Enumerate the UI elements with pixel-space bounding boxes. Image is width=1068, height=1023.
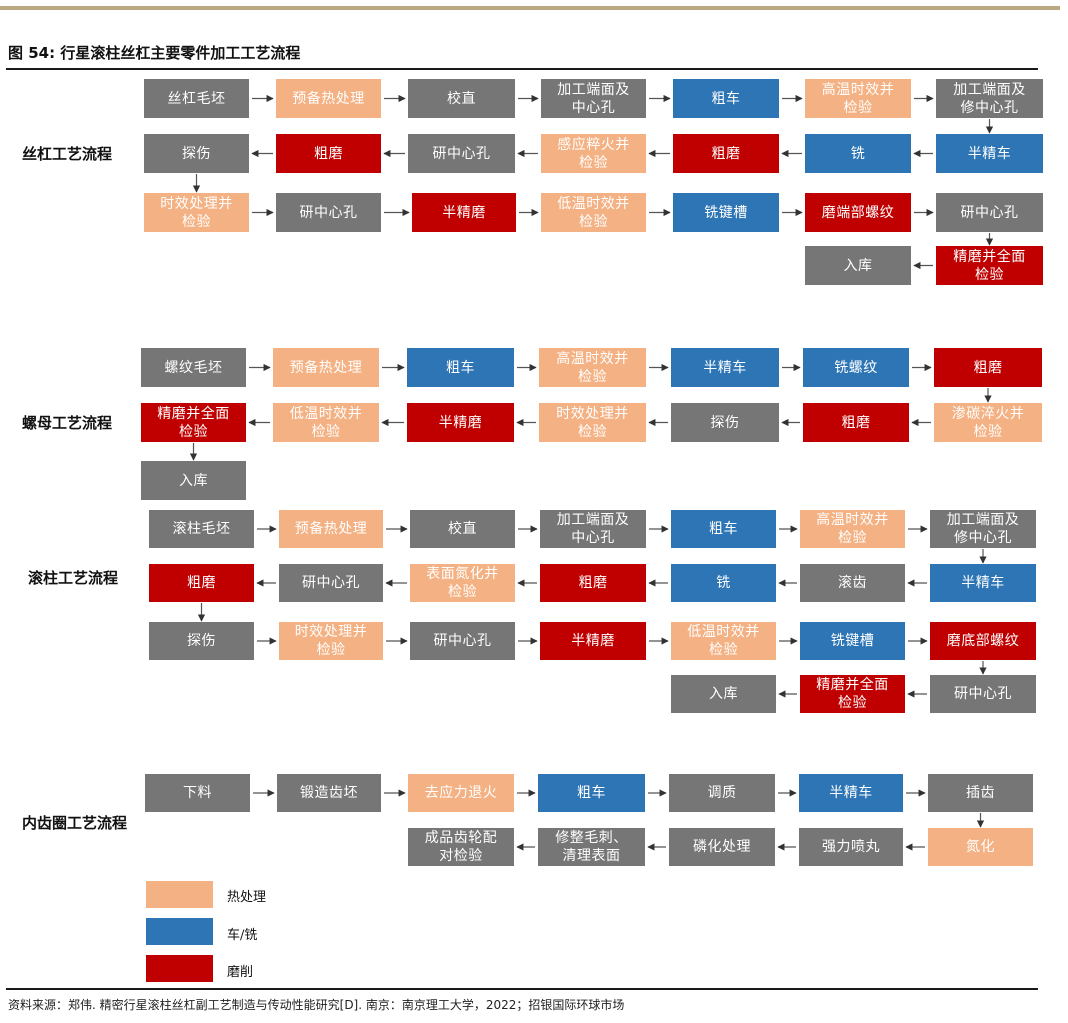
legend-swatch-grind xyxy=(146,955,213,982)
screw-step-2: 预备热处理 xyxy=(276,79,381,118)
legend-swatch-heat xyxy=(146,881,213,908)
roller-step-20: 铣键槽 xyxy=(800,622,905,660)
nut-step-1: 螺纹毛坯 xyxy=(141,348,246,387)
screw-step-7: 加工端面及 修中心孔 xyxy=(936,79,1043,118)
ring-step-11: 修整毛刺、 清理表面 xyxy=(538,828,645,866)
screw-step-1: 丝杠毛坯 xyxy=(144,79,249,118)
nut-step-4: 高温时效并 检验 xyxy=(539,348,646,387)
roller-step-22: 研中心孔 xyxy=(930,675,1036,713)
roller-step-18: 半精磨 xyxy=(540,622,646,660)
roller-step-23: 精磨并全面 检验 xyxy=(800,675,905,713)
roller-step-1: 滚柱毛坯 xyxy=(149,510,254,548)
ring-step-3: 去应力退火 xyxy=(408,774,514,812)
screw-step-15: 时效处理并 检验 xyxy=(144,193,249,232)
screw-step-20: 磨端部螺纹 xyxy=(805,193,911,232)
ring-step-2: 锻造齿坯 xyxy=(277,774,381,812)
screw-step-4: 加工端面及 中心孔 xyxy=(541,79,646,118)
nut-step-10: 探伤 xyxy=(671,403,779,442)
nut-step-11: 时效处理并 检验 xyxy=(539,403,646,442)
roller-step-19: 低温时效并 检验 xyxy=(671,622,776,660)
nut-step-3: 粗车 xyxy=(407,348,514,387)
roller-step-14: 粗磨 xyxy=(149,564,254,602)
ring-section-label: 内齿圈工艺流程 xyxy=(22,814,128,832)
screw-step-19: 铣键槽 xyxy=(673,193,779,232)
roller-step-5: 粗车 xyxy=(671,510,776,548)
screw-step-10: 粗磨 xyxy=(673,134,779,173)
screw-step-3: 校直 xyxy=(408,79,515,118)
nut-step-12: 半精磨 xyxy=(407,403,514,442)
roller-step-6: 高温时效并 检验 xyxy=(800,510,905,548)
nut-step-5: 半精车 xyxy=(671,348,779,387)
screw-step-17: 半精磨 xyxy=(412,193,516,232)
nut-step-8: 渗碳淬火并 检验 xyxy=(934,403,1042,442)
screw-step-5: 粗车 xyxy=(673,79,779,118)
source-note: 资料来源：郑伟. 精密行星滚柱丝杠副工艺制造与传动性能研究[D]. 南京：南京理… xyxy=(8,998,625,1012)
screw-step-11: 感应粹火并 检验 xyxy=(541,134,646,173)
screw-step-13: 粗磨 xyxy=(276,134,381,173)
screw-step-22: 精磨并全面 检验 xyxy=(936,246,1043,285)
nut-section-label: 螺母工艺流程 xyxy=(22,414,113,432)
screw-step-18: 低温时效并 检验 xyxy=(541,193,646,232)
roller-step-9: 滚齿 xyxy=(800,564,905,602)
ring-step-12: 成品齿轮配 对检验 xyxy=(408,828,514,866)
roller-step-13: 研中心孔 xyxy=(279,564,383,602)
roller-step-10: 铣 xyxy=(671,564,776,602)
ring-step-10: 磷化处理 xyxy=(669,828,775,866)
legend-swatch-turn xyxy=(146,918,213,945)
roller-step-12: 表面氮化并 检验 xyxy=(410,564,515,602)
screw-step-21: 研中心孔 xyxy=(936,193,1043,232)
legend-label-turn: 车/铣 xyxy=(227,928,258,943)
screw-section-label: 丝杠工艺流程 xyxy=(22,145,113,163)
nut-step-15: 入库 xyxy=(141,461,246,500)
roller-step-8: 半精车 xyxy=(930,564,1036,602)
ring-step-9: 强力喷丸 xyxy=(799,828,903,866)
roller-step-24: 入库 xyxy=(671,675,776,713)
ring-step-5: 调质 xyxy=(669,774,775,812)
screw-step-12: 研中心孔 xyxy=(408,134,515,173)
ring-step-6: 半精车 xyxy=(799,774,903,812)
ring-step-4: 粗车 xyxy=(538,774,645,812)
screw-step-6: 高温时效并 检验 xyxy=(805,79,911,118)
roller-step-4: 加工端面及 中心孔 xyxy=(540,510,646,548)
figure-title: 图 54: 行星滚柱丝杠主要零件加工工艺流程 xyxy=(8,44,301,62)
screw-step-16: 研中心孔 xyxy=(276,193,381,232)
nut-step-7: 粗磨 xyxy=(934,348,1042,387)
screw-step-9: 铣 xyxy=(805,134,911,173)
roller-step-7: 加工端面及 修中心孔 xyxy=(930,510,1036,548)
title-rule xyxy=(6,68,1038,70)
ring-step-1: 下料 xyxy=(145,774,250,812)
roller-step-3: 校直 xyxy=(410,510,515,548)
screw-step-14: 探伤 xyxy=(144,134,249,173)
legend-label-heat: 热处理 xyxy=(227,890,267,905)
nut-step-2: 预备热处理 xyxy=(273,348,379,387)
nut-step-9: 粗磨 xyxy=(803,403,909,442)
roller-step-15: 探伤 xyxy=(149,622,254,660)
nut-step-13: 低温时效并 检验 xyxy=(273,403,379,442)
screw-step-23: 入库 xyxy=(805,246,911,285)
roller-step-11: 粗磨 xyxy=(540,564,646,602)
top-rule xyxy=(0,6,1060,10)
legend-label-grind: 磨削 xyxy=(227,965,254,980)
screw-step-8: 半精车 xyxy=(936,134,1043,173)
roller-section-label: 滚柱工艺流程 xyxy=(28,569,119,587)
roller-step-2: 预备热处理 xyxy=(279,510,383,548)
ring-step-8: 氮化 xyxy=(928,828,1033,866)
ring-step-7: 插齿 xyxy=(928,774,1033,812)
nut-step-6: 铣螺纹 xyxy=(803,348,909,387)
roller-step-21: 磨底部螺纹 xyxy=(930,622,1036,660)
roller-step-17: 研中心孔 xyxy=(410,622,515,660)
roller-step-16: 时效处理并 检验 xyxy=(279,622,383,660)
nut-step-14: 精磨并全面 检验 xyxy=(141,403,246,442)
footer-rule xyxy=(6,988,1038,990)
